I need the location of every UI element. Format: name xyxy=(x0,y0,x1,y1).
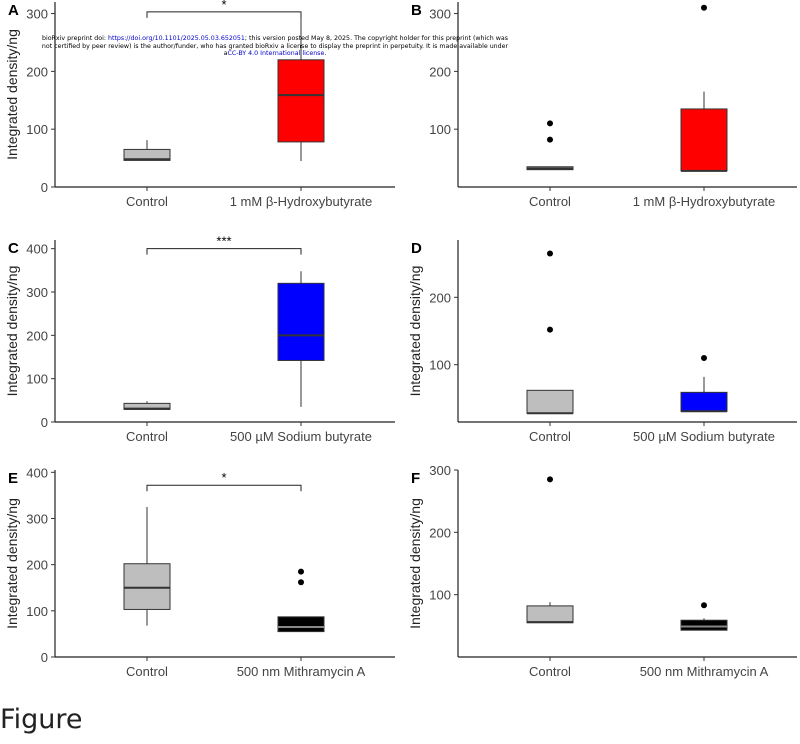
box-body xyxy=(526,605,574,624)
box-control xyxy=(526,476,574,624)
x-tick-label: Control xyxy=(126,664,168,679)
panel-letter: E xyxy=(8,470,18,487)
outlier-point xyxy=(701,602,707,609)
y-axis-label: Integrated density/ng xyxy=(407,266,423,397)
outlier-point xyxy=(547,250,553,257)
significance-label: *** xyxy=(216,234,231,249)
x-tick-label: 500 µM Sodium butyrate xyxy=(230,429,372,444)
panel-letter: F xyxy=(411,470,420,487)
box-body xyxy=(123,148,171,161)
y-tick-label: 400 xyxy=(26,465,48,480)
panel-f: F Integrated density/ng 100 200 300 Control 50… xyxy=(407,463,797,679)
box-control xyxy=(123,506,171,626)
box-treatment xyxy=(277,271,325,407)
preprint-notice: bioRxiv preprint doi: https://doi.org/10… xyxy=(40,35,510,58)
y-tick-label: 100 xyxy=(26,604,48,619)
x-tick-label: Control xyxy=(529,194,571,209)
preprint-prefix: bioRxiv preprint doi: xyxy=(41,35,108,42)
box-control xyxy=(123,140,171,161)
box-treatment xyxy=(680,4,728,172)
box-treatment xyxy=(680,354,728,413)
y-axis-label: Integrated density/ng xyxy=(407,498,423,629)
box-treatment xyxy=(277,13,325,161)
outlier-point xyxy=(547,476,553,483)
preprint-license-link[interactable]: CC-BY 4.0 International license xyxy=(227,50,325,57)
y-tick-label: 100 xyxy=(26,122,48,137)
y-axis-label: Integrated density/ng xyxy=(4,29,20,160)
y-tick-label: 100 xyxy=(429,358,451,373)
y-tick-label: 300 xyxy=(26,7,48,22)
x-tick-label: 500 µM Sodium butyrate xyxy=(633,429,775,444)
panel-letter: A xyxy=(8,2,19,19)
box-body xyxy=(680,619,728,631)
significance-label: * xyxy=(221,470,226,485)
panel-letter: B xyxy=(411,2,422,19)
y-tick-label: 100 xyxy=(429,588,451,603)
panel-d: D Integrated density/ng 100 200 Control 500 µ… xyxy=(407,240,797,444)
significance-bracket xyxy=(146,248,302,255)
outlier-point xyxy=(547,326,553,333)
box-body xyxy=(277,282,325,361)
outlier-point xyxy=(298,568,304,575)
y-axis-label: Integrated density/ng xyxy=(4,498,20,629)
box-treatment xyxy=(680,602,728,631)
significance-bracket xyxy=(146,11,302,18)
panel-c: C Integrated density/ng 0 100 200 300 400 Contr… xyxy=(4,234,395,444)
outlier-point xyxy=(547,120,553,127)
y-axis-label: Integrated density/ng xyxy=(4,266,20,397)
y-tick-label: 300 xyxy=(26,285,48,300)
y-tick-label: 0 xyxy=(41,180,48,195)
y-tick-label: 200 xyxy=(26,558,48,573)
box-control xyxy=(526,120,574,171)
y-tick-label: 400 xyxy=(26,242,48,257)
y-tick-label: 0 xyxy=(41,650,48,665)
x-tick-label: 1 mM β-Hydroxybutyrate xyxy=(633,194,776,209)
outlier-point xyxy=(701,4,707,11)
box-body xyxy=(277,616,325,633)
box-body xyxy=(277,59,325,143)
y-tick-label: 0 xyxy=(41,415,48,430)
y-tick-label: 200 xyxy=(26,64,48,79)
y-tick-label: 300 xyxy=(429,7,451,22)
panel-letter: D xyxy=(411,240,422,257)
y-tick-label: 200 xyxy=(429,290,451,305)
y-tick-label: 300 xyxy=(429,463,451,478)
x-tick-label: 1 mM β-Hydroxybutyrate xyxy=(230,194,373,209)
box-body xyxy=(526,389,574,414)
preprint-doi-link[interactable]: https://doi.org/10.1101/2025.05.03.65205… xyxy=(107,35,245,42)
panel-a: A Integrated density/ng 0 100 200 300 Control 1… xyxy=(4,0,395,209)
outlier-point xyxy=(298,579,304,586)
box-control xyxy=(526,250,574,415)
x-tick-label: Control xyxy=(529,664,571,679)
outlier-point xyxy=(701,354,707,361)
x-tick-label: 500 nm Mithramycin A xyxy=(237,664,366,679)
box-body xyxy=(680,108,728,172)
y-tick-label: 200 xyxy=(429,64,451,79)
figure-caption: Figure xyxy=(0,704,83,735)
x-tick-label: Control xyxy=(126,429,168,444)
box-body xyxy=(123,563,171,610)
y-tick-label: 200 xyxy=(429,525,451,540)
box-control xyxy=(123,401,171,410)
y-tick-label: 200 xyxy=(26,328,48,343)
preprint-suffix: . xyxy=(324,50,327,57)
x-tick-label: Control xyxy=(126,194,168,209)
box-body xyxy=(680,391,728,412)
panel-b: B 100 200 300 Control 1 mM β-Hydroxybutyrate xyxy=(411,2,797,209)
preprint-middle: ; this version posted May 8, 2025. The c… xyxy=(41,35,509,57)
box-treatment xyxy=(277,568,325,633)
outlier-point xyxy=(547,136,553,143)
x-tick-label: Control xyxy=(529,429,571,444)
y-tick-label: 100 xyxy=(26,372,48,387)
panel-letter: C xyxy=(8,240,19,257)
significance-label: * xyxy=(221,0,226,12)
y-tick-label: 300 xyxy=(26,511,48,526)
significance-bracket xyxy=(146,484,302,492)
panel-e: E Integrated density/ng 0 100 200 300 400 Contr… xyxy=(4,465,395,679)
y-tick-label: 100 xyxy=(429,122,451,137)
x-tick-label: 500 nm Mithramycin A xyxy=(640,664,769,679)
